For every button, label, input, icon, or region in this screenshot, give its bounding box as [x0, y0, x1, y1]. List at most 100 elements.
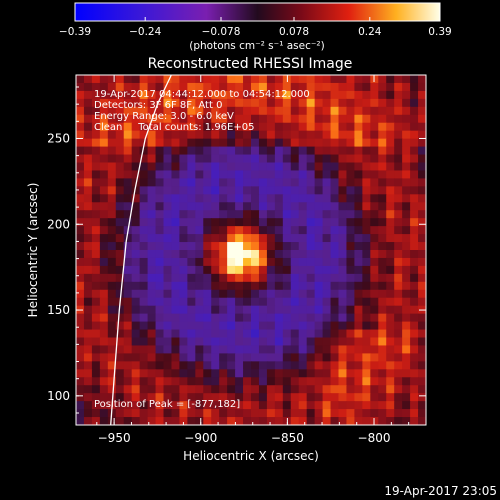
- heatmap-cell: [298, 114, 308, 124]
- heatmap-cell: [203, 234, 212, 243]
- heatmap-cell: [274, 353, 284, 362]
- heatmap-cell: [330, 385, 340, 394]
- heatmap-cell: [290, 130, 300, 140]
- heatmap-cell: [83, 257, 93, 267]
- heatmap-cell: [338, 305, 348, 315]
- heatmap-cell: [107, 242, 117, 251]
- heatmap-cell: [322, 337, 332, 347]
- heatmap-cell: [131, 417, 141, 425]
- heatmap-cell: [322, 146, 332, 156]
- heatmap-cell: [195, 154, 204, 164]
- heatmap-cell: [163, 114, 173, 124]
- heatmap-cell: [298, 345, 308, 355]
- heatmap-cell: [99, 194, 109, 203]
- x-tick-label: −900: [184, 431, 217, 445]
- heatmap-cell: [147, 154, 157, 164]
- heatmap-cell: [402, 273, 411, 283]
- heatmap-cell: [322, 289, 332, 299]
- heatmap-cell: [386, 361, 395, 370]
- heatmap-cell: [155, 417, 165, 425]
- heatmap-cell: [282, 202, 292, 211]
- heatmap-cell: [139, 250, 149, 259]
- heatmap-cell: [203, 409, 212, 418]
- heatmap-cell: [322, 417, 332, 425]
- heatmap-cell: [251, 273, 260, 283]
- heatmap-cell: [354, 321, 363, 331]
- heatmap-cell: [314, 226, 324, 235]
- heatmap-cell: [163, 218, 173, 227]
- heatmap-cell: [211, 409, 220, 418]
- heatmap-cell: [274, 313, 284, 323]
- heatmap-cell: [266, 281, 276, 291]
- heatmap-cell: [314, 170, 324, 180]
- heatmap-cell: [410, 289, 419, 299]
- heatmap-cell: [362, 186, 371, 195]
- heatmap-cell: [155, 90, 165, 100]
- heatmap-cell: [362, 250, 371, 259]
- heatmap-cell: [91, 75, 101, 84]
- heatmap-cell: [290, 170, 300, 180]
- heatmap-cell: [274, 162, 284, 172]
- heatmap-cell: [410, 226, 419, 235]
- heatmap-cell: [298, 106, 308, 116]
- heatmap-cell: [290, 194, 300, 203]
- heatmap-cell: [123, 234, 133, 243]
- heatmap-cell: [354, 305, 363, 315]
- heatmap-cell: [394, 138, 403, 148]
- heatmap-cell: [163, 178, 173, 187]
- heatmap-cell: [219, 305, 228, 315]
- heatmap-cell: [354, 369, 363, 378]
- heatmap-cell: [83, 409, 93, 418]
- heatmap-cell: [386, 226, 395, 235]
- heatmap-cell: [266, 202, 276, 211]
- heatmap-cell: [290, 337, 300, 347]
- heatmap-cell: [314, 361, 324, 370]
- heatmap-cell: [386, 154, 395, 164]
- heatmap-cell: [370, 226, 379, 235]
- heatmap-cell: [99, 234, 109, 243]
- heatmap-cell: [243, 273, 252, 283]
- heatmap-cell: [314, 401, 324, 410]
- heatmap-cell: [91, 401, 101, 410]
- heatmap-cell: [290, 186, 300, 195]
- heatmap-cell: [306, 337, 316, 347]
- heatmap-cell: [418, 337, 426, 347]
- heatmap-cell: [131, 409, 141, 418]
- heatmap-cell: [346, 186, 356, 195]
- heatmap-cell: [362, 122, 371, 132]
- heatmap-cell: [258, 122, 268, 132]
- heatmap-cell: [195, 130, 204, 140]
- heatmap-cell: [378, 210, 387, 219]
- heatmap-cell: [139, 218, 149, 227]
- heatmap-cell: [203, 154, 212, 164]
- heatmap-cell: [290, 75, 300, 84]
- heatmap-cell: [171, 154, 181, 164]
- heatmap-cell: [362, 75, 371, 84]
- heatmap-cell: [115, 257, 125, 267]
- heatmap-cell: [251, 393, 260, 402]
- heatmap-cell: [338, 417, 348, 425]
- heatmap-cell: [235, 226, 244, 235]
- heatmap-cell: [211, 377, 220, 386]
- heatmap-cell: [243, 242, 252, 251]
- heatmap-cell: [91, 321, 101, 331]
- heatmap-cell: [76, 289, 85, 299]
- heatmap-cell: [155, 250, 165, 259]
- heatmap-cell: [131, 265, 141, 275]
- heatmap-cell: [378, 313, 387, 323]
- heatmap-cell: [338, 409, 348, 418]
- heatmap-cell: [83, 138, 93, 148]
- heatmap-cell: [290, 178, 300, 187]
- heatmap-cell: [91, 186, 101, 195]
- heatmap-cell: [99, 122, 109, 132]
- heatmap-cell: [91, 345, 101, 355]
- heatmap-cell: [346, 329, 356, 339]
- heatmap-cell: [211, 114, 220, 124]
- heatmap-cell: [155, 162, 165, 172]
- heatmap-cell: [171, 226, 181, 235]
- heatmap-cell: [171, 369, 181, 378]
- heatmap-cell: [386, 90, 395, 100]
- colorbar-tick-label: −0.24: [129, 26, 161, 38]
- heatmap-cell: [410, 273, 419, 283]
- heatmap-cell: [251, 401, 260, 410]
